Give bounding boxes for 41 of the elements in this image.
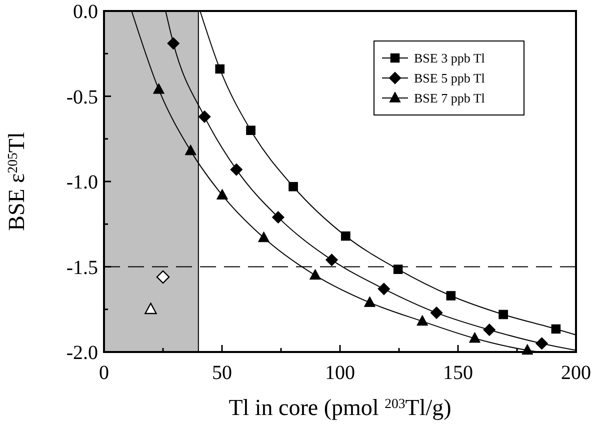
point bbox=[483, 324, 496, 336]
point bbox=[378, 282, 390, 296]
point bbox=[215, 64, 225, 74]
point bbox=[498, 310, 508, 320]
point bbox=[144, 302, 157, 314]
point bbox=[430, 306, 443, 320]
y-tick-label: -1.0 bbox=[66, 172, 98, 194]
x-axis-title: Tl in core (pmol $^{203}$Tl/g) bbox=[228, 395, 452, 420]
legend-label: BSE 5 ppb Tl bbox=[414, 70, 486, 86]
y-tick-label: -2.0 bbox=[66, 342, 98, 364]
point bbox=[551, 324, 561, 334]
point bbox=[153, 83, 164, 94]
point bbox=[230, 163, 243, 176]
point bbox=[246, 126, 256, 135]
point bbox=[446, 291, 456, 300]
point bbox=[364, 296, 376, 307]
point bbox=[156, 270, 170, 284]
point bbox=[535, 337, 548, 350]
x-tick-label: 150 bbox=[443, 362, 473, 384]
point bbox=[216, 188, 228, 200]
point bbox=[184, 144, 196, 156]
point bbox=[272, 211, 284, 224]
point bbox=[258, 231, 270, 242]
point bbox=[416, 315, 428, 326]
x-tick-label: 200 bbox=[561, 362, 591, 384]
legend-label: BSE 3 ppb Tl bbox=[414, 50, 486, 66]
y-tick-label: 0.0 bbox=[73, 1, 98, 23]
point bbox=[393, 264, 403, 274]
point bbox=[341, 231, 350, 241]
x-tick-label: 50 bbox=[212, 362, 232, 384]
point bbox=[167, 37, 180, 50]
legend-label: BSE 7 ppb Tl bbox=[414, 90, 486, 106]
x-tick-label: 0 bbox=[99, 362, 109, 384]
y-tick-label: -1.5 bbox=[66, 256, 98, 279]
point bbox=[309, 268, 321, 280]
x-tick-label: 100 bbox=[325, 362, 355, 384]
point bbox=[469, 332, 481, 343]
point bbox=[325, 254, 338, 266]
y-tick-label: -0.5 bbox=[66, 86, 98, 108]
point bbox=[288, 182, 298, 192]
point bbox=[198, 110, 211, 124]
